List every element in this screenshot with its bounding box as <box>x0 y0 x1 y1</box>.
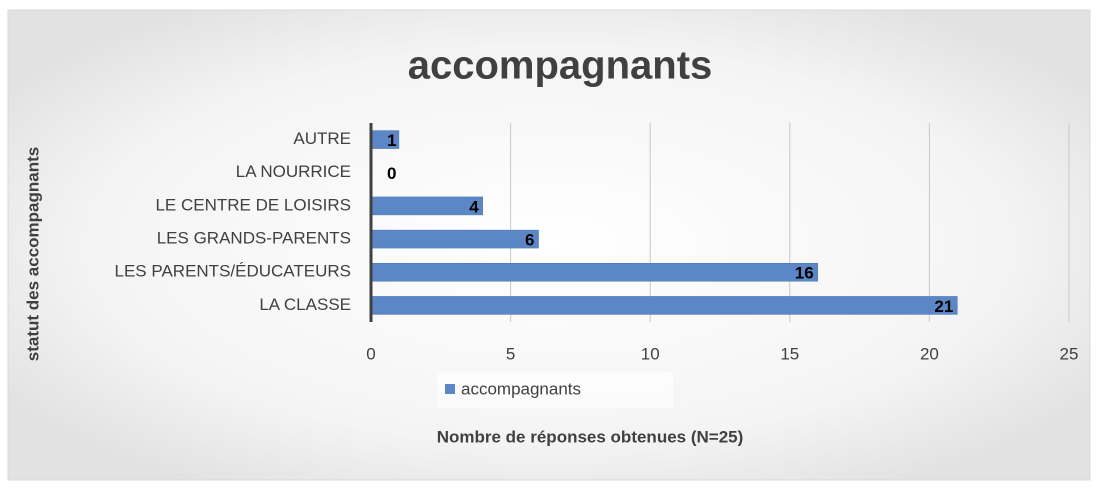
y-tick-label: LA CLASSE <box>259 295 351 314</box>
legend-label: accompagnants <box>461 379 581 398</box>
x-tick-label: 25 <box>1060 344 1079 363</box>
legend-box <box>437 372 673 408</box>
y-tick-label: LES GRANDS-PARENTS <box>157 229 351 248</box>
y-tick-label: LE CENTRE DE LOISIRS <box>155 195 351 214</box>
bar <box>370 296 958 315</box>
x-tick-label: 0 <box>366 344 375 363</box>
chart-title: accompagnants <box>408 44 713 88</box>
bar <box>370 229 539 249</box>
x-tick-label: 5 <box>506 344 515 363</box>
data-label: 6 <box>525 231 534 250</box>
data-label: 16 <box>795 264 814 283</box>
y-axis-label: statut des accompagnants <box>23 147 42 361</box>
y-tick-label: AUTRE <box>293 129 351 148</box>
x-tick-label: 15 <box>780 344 799 363</box>
data-label: 0 <box>387 164 396 183</box>
data-label: 4 <box>469 197 479 216</box>
x-axis-label: Nombre de réponses obtenues (N=25) <box>437 427 744 446</box>
x-tick-label: 10 <box>641 344 660 363</box>
legend-swatch <box>445 384 455 394</box>
bar <box>370 263 818 282</box>
y-tick-label: LES PARENTS/ÉDUCATEURS <box>115 262 351 281</box>
data-label: 21 <box>934 297 953 316</box>
x-tick-label: 20 <box>920 344 939 363</box>
y-tick-label: LA NOURRICE <box>236 162 351 181</box>
bar <box>370 196 483 216</box>
data-label: 1 <box>387 131 396 150</box>
